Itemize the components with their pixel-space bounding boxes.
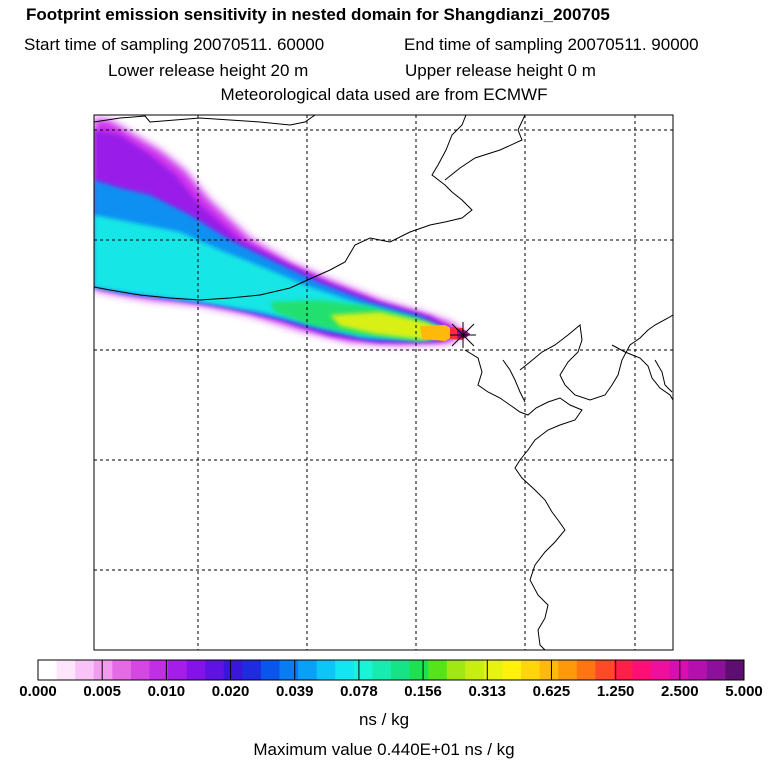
- end-time-label: End time of sampling 20070511. 90000: [404, 35, 699, 54]
- colorbar-cell: [112, 660, 132, 680]
- colorbar-tick-label: 5.000: [725, 683, 763, 700]
- colorbar-cell: [335, 660, 355, 680]
- colorbar-tick-label: 0.000: [19, 683, 57, 700]
- met-data-label: Meteorological data used are from ECMWF: [220, 85, 548, 104]
- colorbar-tick-label: 0.005: [83, 683, 121, 700]
- colorbar-tick-label: 1.250: [596, 683, 635, 700]
- map-frame: [93, 114, 674, 651]
- colorbar-cell: [353, 660, 373, 680]
- colorbar-cell: [93, 660, 113, 680]
- colorbar-cell: [242, 660, 262, 680]
- colorbar-cell: [130, 660, 150, 680]
- colorbar-tick-label: 0.020: [211, 683, 250, 700]
- colorbar-cell: [446, 660, 466, 680]
- receptor-marker: [450, 322, 476, 348]
- colorbar-cell: [483, 660, 503, 680]
- colorbar-cell: [372, 660, 392, 680]
- plume-layer-blue: [94, 180, 455, 341]
- colorbar-cell: [613, 660, 634, 680]
- upper-height-label: Upper release height 0 m: [405, 61, 596, 80]
- colorbar-frame: [37, 659, 745, 681]
- colorbar-tick-label: 0.039: [275, 683, 314, 700]
- lat-lon-grid: [94, 115, 673, 650]
- colorbar-cell: [502, 660, 522, 680]
- coast-korea-south: [654, 359, 673, 393]
- coast-shandong: [502, 359, 526, 403]
- colorbar-cell: [428, 660, 448, 680]
- border-northeast: [94, 115, 473, 301]
- colorbar-cell: [706, 660, 726, 680]
- coastlines-borders: [94, 115, 673, 650]
- coast-liaodong: [519, 314, 673, 401]
- colorbar-cell: [38, 660, 58, 680]
- colorbar-tick-label: 0.313: [468, 683, 507, 700]
- colorbar-cell: [409, 660, 429, 680]
- colorbar-cell: [669, 660, 689, 680]
- colorbar-units: ns / kg: [358, 710, 410, 729]
- border-north: [94, 115, 316, 126]
- coast-bohai: [464, 349, 583, 650]
- colorbar-tick-label: 0.078: [340, 683, 378, 700]
- colorbar-cell: [205, 660, 225, 680]
- maximum-value-label: Maximum value 0.440E+01 ns / kg: [253, 740, 515, 759]
- colorbar-cell: [279, 660, 299, 680]
- emission-plume: [94, 118, 470, 345]
- colorbar-cell: [223, 660, 243, 680]
- colorbar-tick-label: 0.010: [147, 683, 186, 700]
- colorbar-cell: [576, 660, 596, 680]
- colorbar-cell: [391, 660, 411, 680]
- colorbar-cell: [75, 660, 95, 680]
- colorbar-cell: [688, 660, 708, 680]
- colorbar-cell: [298, 660, 318, 680]
- colorbar-cell: [465, 660, 485, 680]
- colorbar-cell: [558, 660, 578, 680]
- coast-korea: [611, 344, 673, 401]
- colorbar-cell: [149, 660, 169, 680]
- colorbar-cell: [56, 660, 76, 680]
- colorbar-cell: [186, 660, 206, 680]
- map-title: Footprint emission sensitivity in nested…: [26, 5, 610, 24]
- colorbar-tick-label: 2.500: [661, 683, 699, 700]
- border-mongolia: [444, 115, 526, 181]
- colorbar-tick-label: 0.156: [404, 683, 442, 700]
- colorbar-tick-label: 0.625: [532, 683, 571, 700]
- colorbar-cell: [651, 660, 671, 680]
- colorbar-cell: [725, 660, 745, 680]
- colorbar-cell: [632, 660, 652, 680]
- colorbar-cell: [595, 660, 615, 680]
- start-time-label: Start time of sampling 20070511. 60000: [24, 35, 325, 54]
- colorbar-cell: [260, 660, 281, 680]
- colorbar-cell: [521, 660, 541, 680]
- colorbar-cell: [168, 660, 188, 680]
- colorbar-cell: [539, 660, 559, 680]
- colorbar-cell: [316, 660, 336, 680]
- lower-height-label: Lower release height 20 m: [108, 61, 309, 80]
